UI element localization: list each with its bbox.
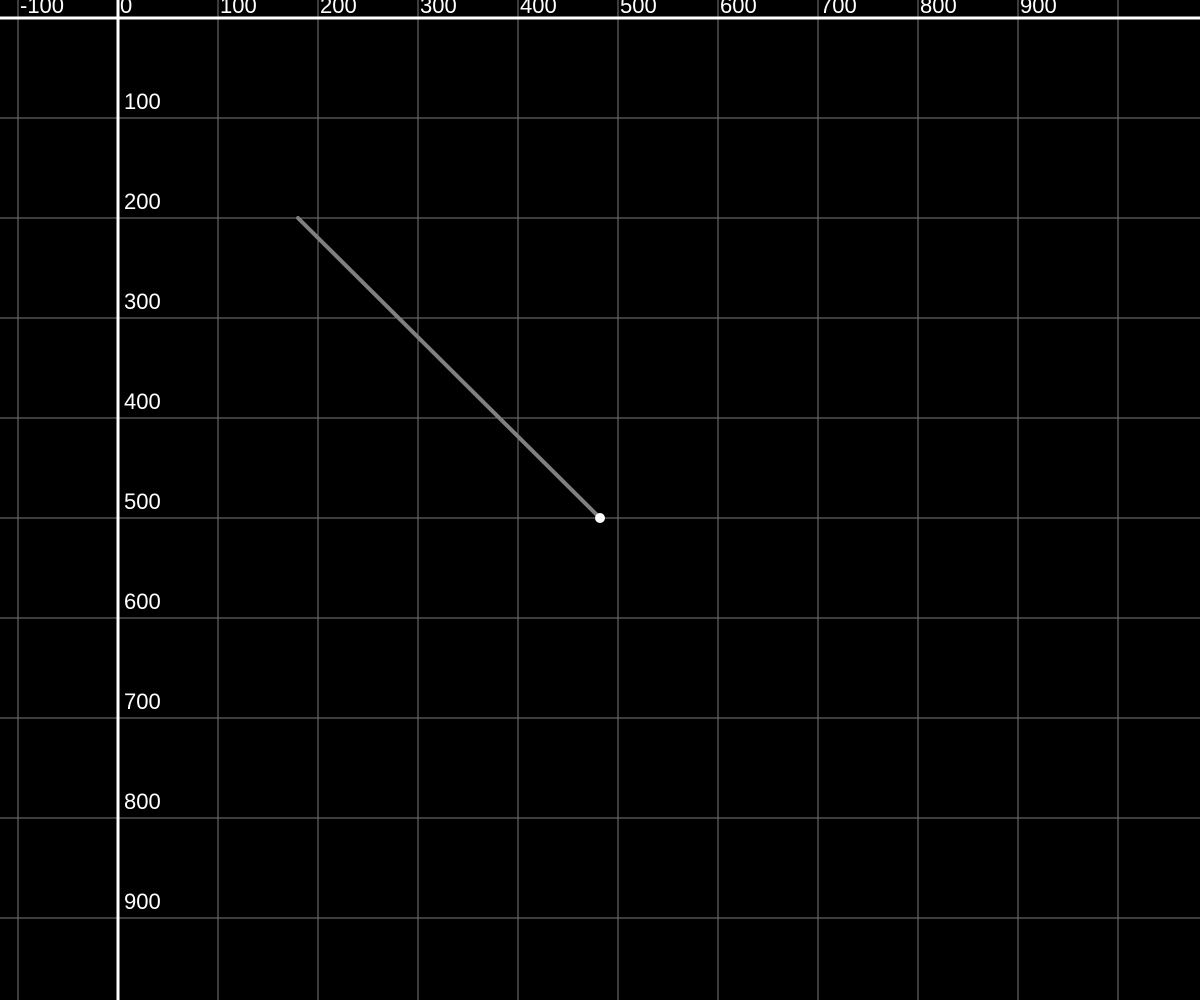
y-tick-labels: 100 200 300 400 500 600 700 800 900 [124, 89, 161, 914]
y-tick-label: 800 [124, 789, 161, 814]
segment-endpoint-dot [595, 513, 605, 523]
y-tick-label: 300 [124, 289, 161, 314]
x-tick-label: 200 [320, 0, 357, 18]
x-tick-label: 700 [820, 0, 857, 18]
x-tick-label: 600 [720, 0, 757, 18]
y-tick-label: 600 [124, 589, 161, 614]
x-tick-label: 0 [120, 0, 132, 18]
x-tick-label: 500 [620, 0, 657, 18]
line-segment [296, 216, 602, 520]
x-tick-label: 100 [220, 0, 257, 18]
x-tick-label: 300 [420, 0, 457, 18]
x-tick-label: 400 [520, 0, 557, 18]
y-tick-label: 700 [124, 689, 161, 714]
x-tick-label: 900 [1020, 0, 1057, 18]
y-tick-label: 900 [124, 889, 161, 914]
x-tick-label: 800 [920, 0, 957, 18]
y-tick-label: 200 [124, 189, 161, 214]
drawn-shapes [296, 216, 605, 523]
x-tick-labels: -100 0 100 200 300 400 500 600 700 800 900 [20, 0, 1057, 18]
y-tick-label: 400 [124, 389, 161, 414]
y-tick-label: 100 [124, 89, 161, 114]
y-tick-label: 500 [124, 489, 161, 514]
x-tick-label: -100 [20, 0, 64, 18]
